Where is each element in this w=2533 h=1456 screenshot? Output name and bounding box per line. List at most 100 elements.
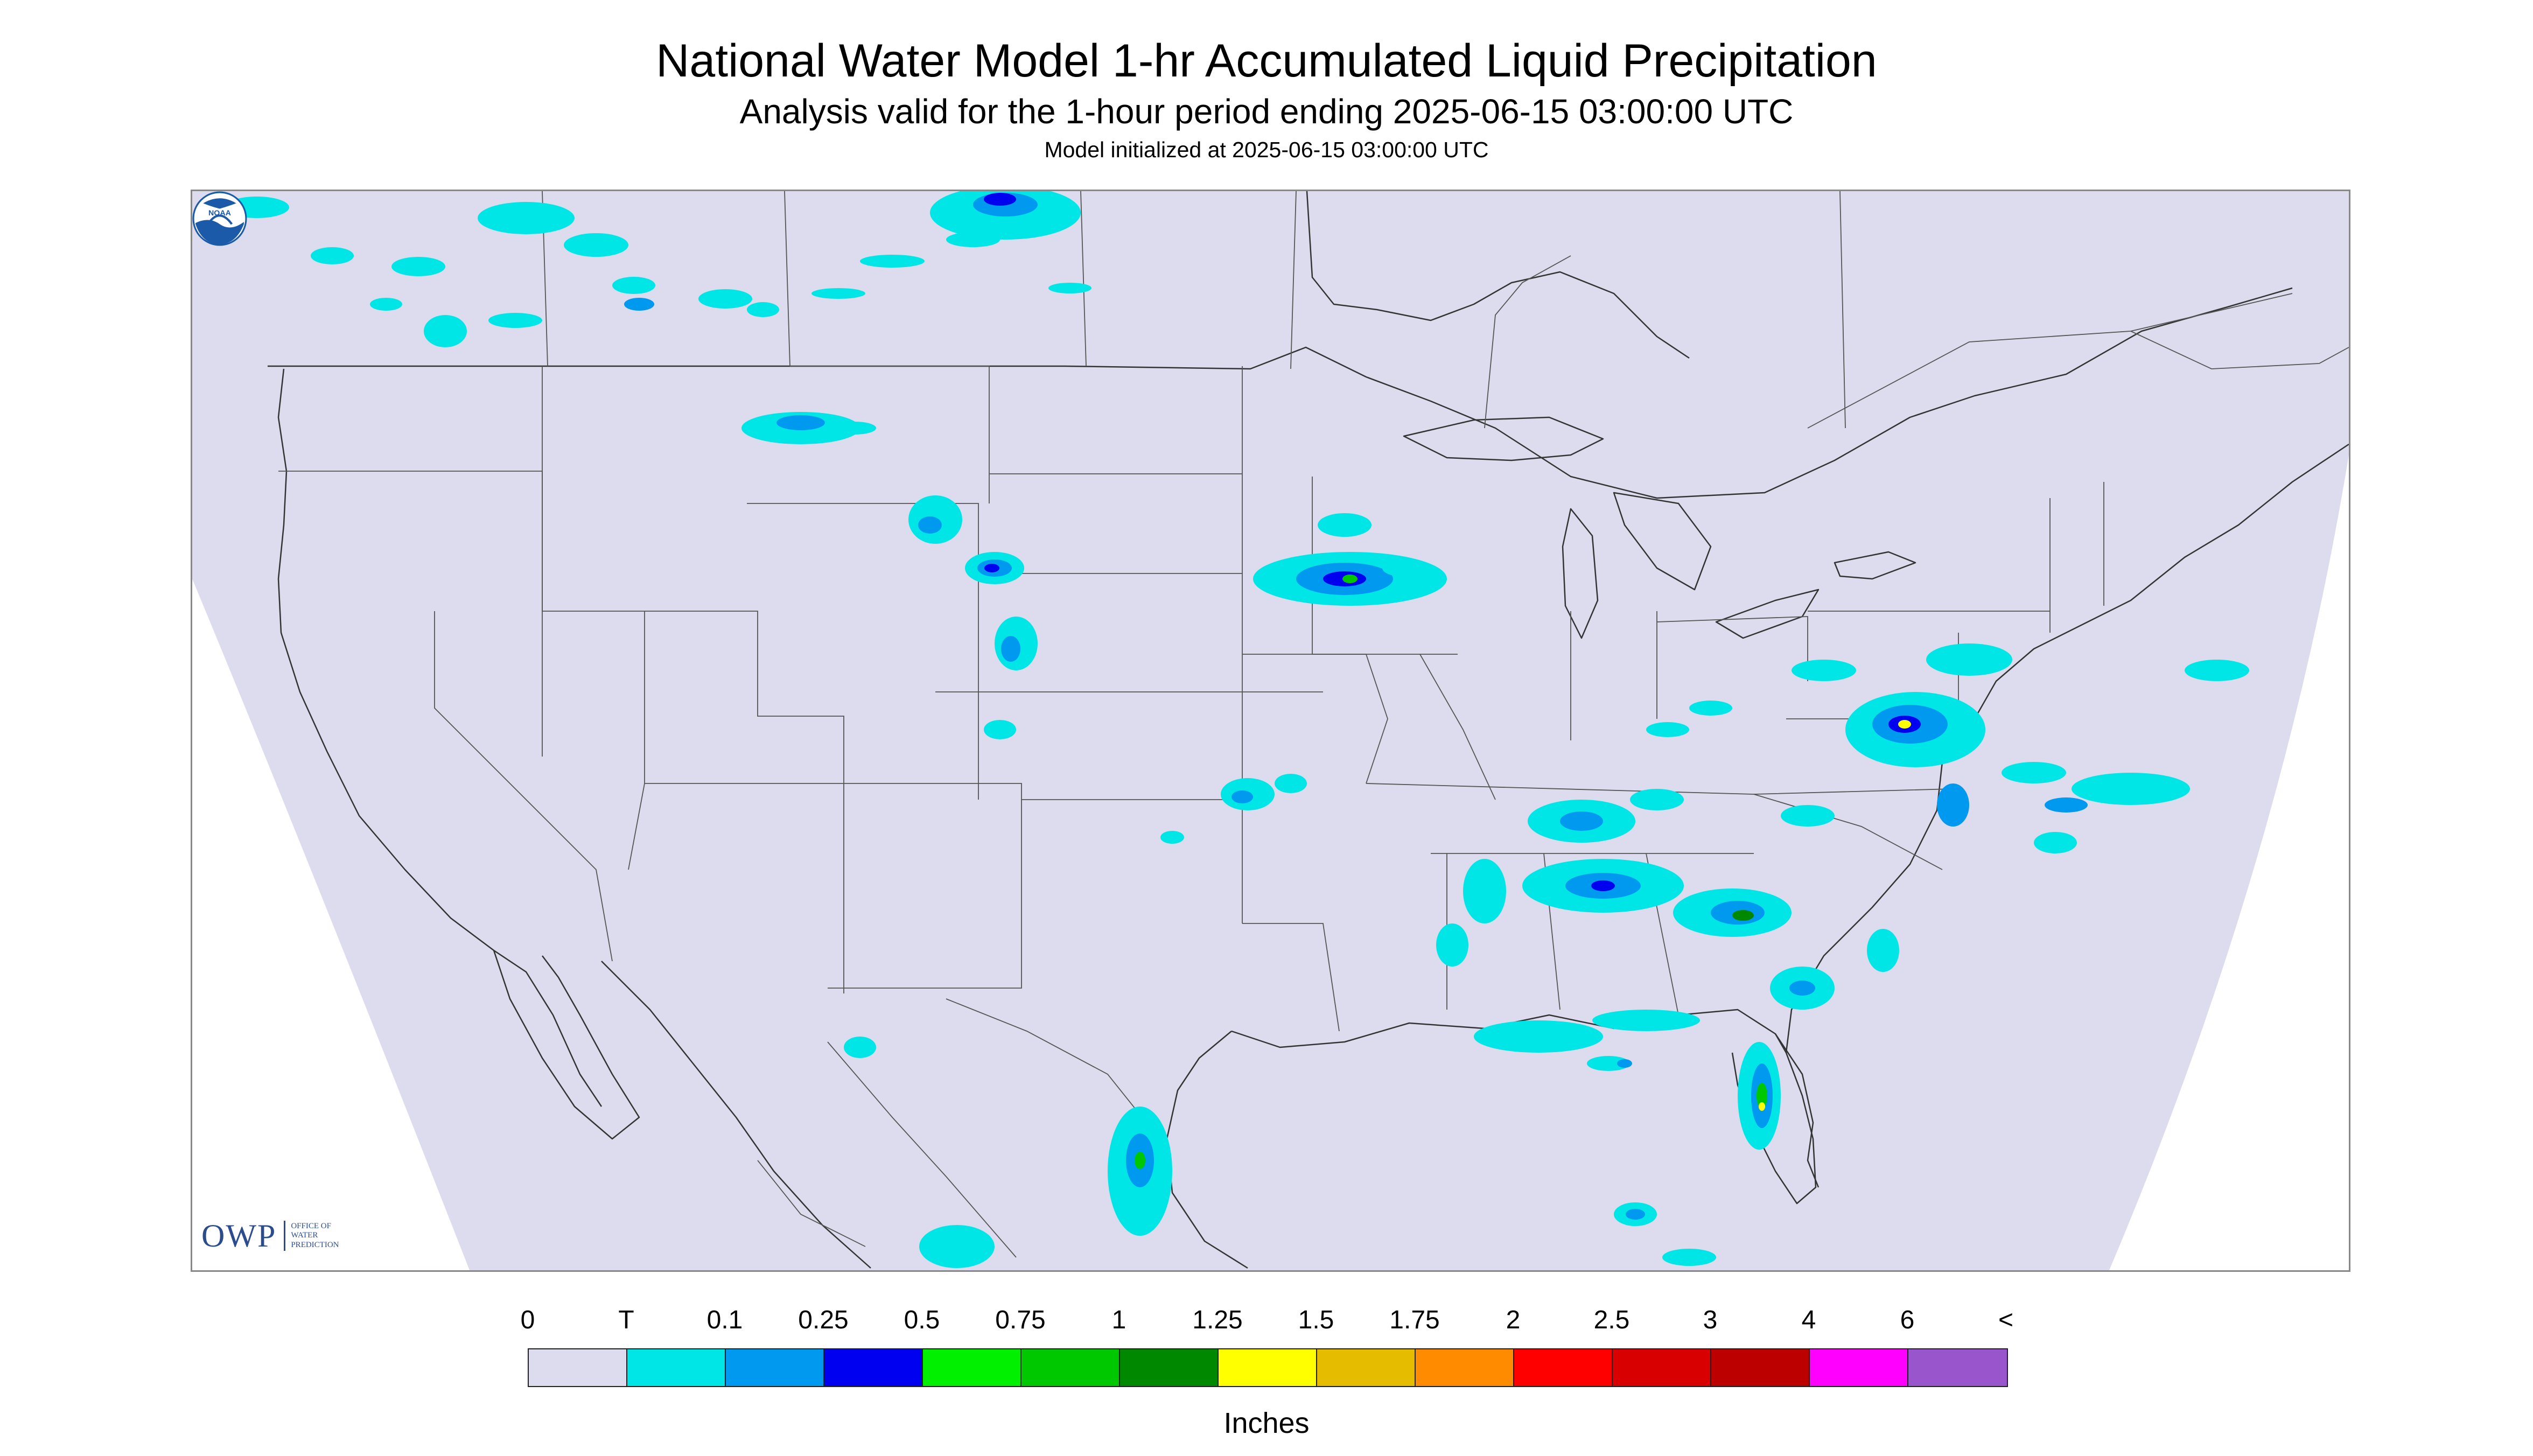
lake-erie xyxy=(1715,589,1820,639)
atlantic-coastline xyxy=(1785,443,2349,1053)
legend-color-bar xyxy=(528,1348,2008,1387)
color-legend: 0 T 0.1 0.25 0.5 0.75 1 1.25 1.5 1.75 2 2.5 3 4 6 < xyxy=(521,1294,2013,1402)
precip-cell xyxy=(984,720,1016,739)
precip-cell xyxy=(624,298,654,311)
precip-cell xyxy=(1926,643,2012,676)
precip-cell xyxy=(984,564,999,572)
precip-cell xyxy=(391,257,445,276)
chart-title: National Water Model 1-hr Accumulated Li… xyxy=(656,35,1877,87)
legend-swatch xyxy=(1219,1349,1317,1386)
precip-cell xyxy=(1560,811,1603,831)
precipitation-map: OWP OFFICE OF WATER PREDICTION NOAA xyxy=(191,190,2350,1272)
owp-logo-divider xyxy=(284,1221,286,1251)
state-line xyxy=(1242,923,1340,1032)
legend-label: 1 xyxy=(1111,1306,1126,1334)
precip-cell xyxy=(488,313,542,328)
state-line xyxy=(645,783,1242,800)
state-boundaries xyxy=(278,191,2349,1258)
pacific-coastline xyxy=(277,368,603,1107)
lake-superior xyxy=(1403,416,1604,461)
precip-cell xyxy=(1135,1152,1145,1169)
precip-cell xyxy=(1689,701,1732,716)
lake-michigan xyxy=(1562,508,1599,639)
owp-logo-line: PREDICTION xyxy=(291,1240,339,1249)
precip-cell xyxy=(1789,981,1815,996)
model-init-line: Model initialized at 2025-06-15 03:00:00… xyxy=(1044,137,1489,162)
precip-cell xyxy=(1792,660,1856,681)
precip-cell xyxy=(1048,283,1091,293)
legend-label: 6 xyxy=(1900,1306,1915,1334)
precip-cell xyxy=(918,516,942,534)
legend-label: 0 xyxy=(520,1306,535,1334)
precip-cell xyxy=(776,415,825,430)
state-line xyxy=(1419,654,1496,800)
precip-cell xyxy=(370,298,402,311)
legend-units-label: Inches xyxy=(1223,1407,1310,1439)
precip-area-nebraska xyxy=(908,495,1024,584)
precip-cell xyxy=(1275,774,1307,793)
precip-cell xyxy=(811,288,865,299)
precip-cell xyxy=(2034,832,2077,853)
precip-cell xyxy=(1231,790,1253,803)
precip-cell xyxy=(564,233,628,257)
precip-area-saskatchewan xyxy=(811,191,1091,299)
precip-cell xyxy=(844,1037,876,1058)
model-domain xyxy=(192,191,2349,1270)
legend-swatch xyxy=(529,1349,627,1386)
precip-cell xyxy=(2185,660,2249,681)
precip-cell xyxy=(2045,797,2088,813)
legend-label: 2 xyxy=(1506,1306,1521,1334)
map-canvas xyxy=(192,191,2349,1270)
precip-cell xyxy=(1591,880,1615,891)
precip-cell xyxy=(1474,1020,1603,1053)
legend-label: 2.5 xyxy=(1593,1306,1630,1334)
precip-cell xyxy=(424,315,467,347)
precip-area-tennessee xyxy=(1436,701,1732,967)
precip-cell xyxy=(1759,1102,1765,1111)
precip-area-minnesota xyxy=(1253,513,1447,606)
precip-cell xyxy=(1781,805,1835,827)
legend-swatch xyxy=(1810,1349,1908,1386)
precip-cell xyxy=(612,277,655,294)
legend-label: 4 xyxy=(1801,1306,1816,1334)
precip-cell xyxy=(1626,1209,1645,1220)
precip-cell xyxy=(478,202,575,234)
owp-logo: OWP OFFICE OF WATER PREDICTION xyxy=(201,1214,339,1257)
legend-label: 1.25 xyxy=(1192,1306,1243,1334)
state-line xyxy=(434,611,613,962)
precip-cell xyxy=(1937,783,1969,827)
precip-area-gulf xyxy=(844,1010,1716,1266)
legend-label: 1.5 xyxy=(1298,1306,1334,1334)
state-line xyxy=(757,1160,866,1247)
hudson-bay-coast xyxy=(1306,191,1690,359)
precip-cell xyxy=(747,302,779,317)
precip-cell xyxy=(860,255,925,268)
state-line xyxy=(1839,191,1846,429)
legend-label: 0.5 xyxy=(904,1306,940,1334)
state-line xyxy=(790,366,990,503)
precip-area-mexico xyxy=(919,1107,1172,1268)
legend-swatch xyxy=(1416,1349,1514,1386)
precip-cell xyxy=(1757,1083,1767,1109)
precip-area-florida xyxy=(1738,1042,1781,1150)
chart-subtitle: Analysis valid for the 1-hour period end… xyxy=(739,92,1794,131)
legend-swatch xyxy=(1908,1349,2007,1386)
noaa-logo-icon: NOAA xyxy=(192,191,247,246)
legend-swatch xyxy=(824,1349,923,1386)
legend-label: 0.1 xyxy=(706,1306,743,1334)
owp-logo-line: OFFICE OF xyxy=(291,1222,331,1231)
precip-area-virginia xyxy=(1792,643,2249,853)
precip-area-oklahoma xyxy=(1160,774,1307,844)
noaa-logo-text: NOAA xyxy=(208,209,231,218)
precipitation-areas xyxy=(225,191,2249,1268)
legend-label: < xyxy=(1998,1306,2014,1334)
precip-cell xyxy=(1463,859,1506,923)
state-line xyxy=(2130,331,2349,369)
legend-swatch xyxy=(1317,1349,1416,1386)
precip-cell xyxy=(1160,831,1184,844)
state-line xyxy=(1807,293,2293,429)
lake-ontario xyxy=(1834,551,1916,580)
state-line xyxy=(827,1041,1017,1258)
legend-swatch xyxy=(627,1349,726,1386)
precip-cell xyxy=(1867,929,1899,972)
